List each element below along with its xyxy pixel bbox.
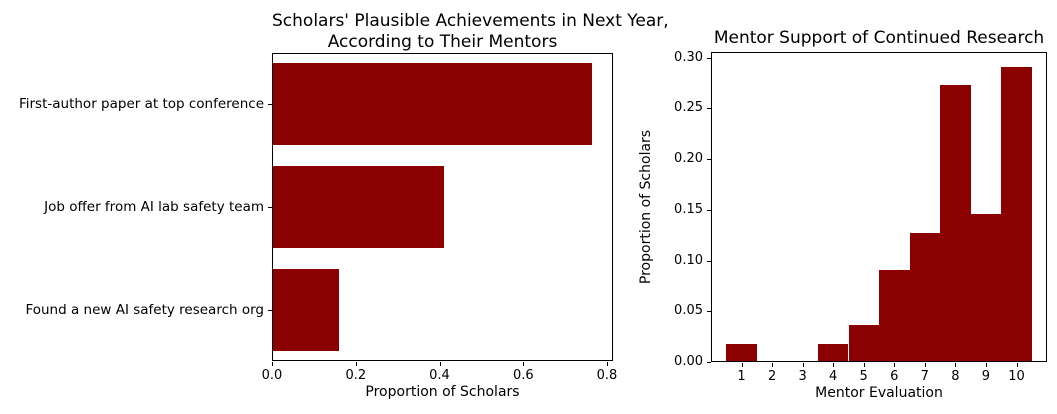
right-x-tick-mark	[894, 363, 896, 367]
left-bar-1	[273, 165, 444, 248]
right-x-tick-label: 2	[767, 369, 777, 384]
left-category-label-0: First-author paper at top conference	[18, 96, 264, 113]
left-category-label-2: Found a new AI safety research org	[25, 301, 264, 318]
left-x-tick-label: 0.6	[512, 368, 534, 383]
right-x-tick-label: 7	[920, 369, 929, 384]
right-x-tick-mark	[955, 363, 957, 367]
right-chart-title: Mentor Support of Continued Research	[713, 28, 1045, 48]
right-x-tick-mark	[1016, 363, 1018, 367]
left-x-tick-mark	[439, 362, 441, 366]
hist-bar-5	[848, 325, 879, 361]
left-x-axis-label: Proportion of Scholars	[365, 384, 520, 400]
left-x-tick-label: 0.0	[261, 368, 283, 383]
right-y-tick-label: 0.25	[674, 100, 703, 116]
hist-bar-10	[1001, 66, 1032, 361]
right-y-tick-mark	[707, 108, 711, 110]
right-y-tick-label: 0.00	[674, 354, 703, 369]
right-x-tick-mark	[863, 363, 865, 367]
right-y-tick-mark	[707, 57, 711, 59]
right-y-tick-label: 0.15	[674, 201, 703, 217]
right-x-tick-mark	[802, 363, 804, 367]
right-y-tick-label: 0.05	[674, 303, 703, 319]
right-x-tick-mark	[833, 363, 835, 367]
right-x-tick-label: 10	[1008, 369, 1025, 384]
right-y-tick-label: 0.20	[674, 151, 703, 167]
left-chart-title-line2: According to Their Mentors	[327, 32, 558, 52]
right-x-tick-label: 4	[829, 369, 838, 384]
left-y-tick-mark	[268, 104, 272, 106]
left-x-tick-mark	[272, 362, 273, 366]
right-x-tick-mark	[741, 363, 743, 367]
left-x-tick-mark	[355, 362, 357, 366]
left-chart-title: Scholars' Plausible Achievements in Next…	[272, 11, 669, 53]
right-x-tick-label: 3	[798, 369, 807, 384]
left-chart-title-line1: Scholars' Plausible Achievements in Next…	[272, 11, 669, 31]
hist-bar-8	[940, 85, 971, 361]
hist-bar-7	[909, 232, 940, 361]
left-x-tick-label: 0.8	[596, 368, 618, 383]
right-y-tick-mark	[707, 311, 711, 313]
right-y-tick-mark	[707, 159, 711, 161]
right-x-tick-label: 9	[981, 369, 991, 384]
left-x-tick-label: 0.2	[345, 368, 367, 383]
hist-bar-9	[970, 214, 1002, 361]
left-x-tick-label: 0.4	[429, 368, 450, 383]
right-x-tick-mark	[772, 363, 774, 367]
right-x-tick-label: 8	[951, 369, 960, 384]
right-x-tick-label: 6	[890, 369, 899, 384]
right-y-tick-label: 0.10	[674, 252, 703, 268]
hist-bar-1	[726, 343, 757, 361]
left-y-tick-mark	[268, 207, 272, 208]
right-x-tick-label: 5	[859, 369, 868, 384]
right-y-tick-label: 0.30	[674, 49, 703, 65]
right-y-axis-label-text: Proportion of Scholars	[638, 129, 654, 285]
left-bar-0	[273, 63, 593, 146]
right-y-tick-mark	[707, 209, 711, 211]
hist-bar-6	[879, 269, 910, 361]
left-x-tick-mark	[607, 362, 608, 366]
right-x-axis-label: Mentor Evaluation	[815, 385, 943, 401]
right-x-tick-label: 1	[737, 369, 746, 384]
left-y-tick-mark	[268, 309, 272, 311]
right-y-tick-mark	[707, 260, 711, 262]
right-y-tick-mark	[707, 362, 711, 363]
left-category-label-1: Job offer from AI lab safety team	[44, 199, 264, 215]
left-bar-2	[273, 268, 339, 351]
left-x-tick-mark	[523, 362, 525, 366]
right-x-tick-mark	[924, 363, 926, 367]
hist-bar-4	[817, 343, 849, 361]
right-x-tick-mark	[985, 363, 987, 367]
